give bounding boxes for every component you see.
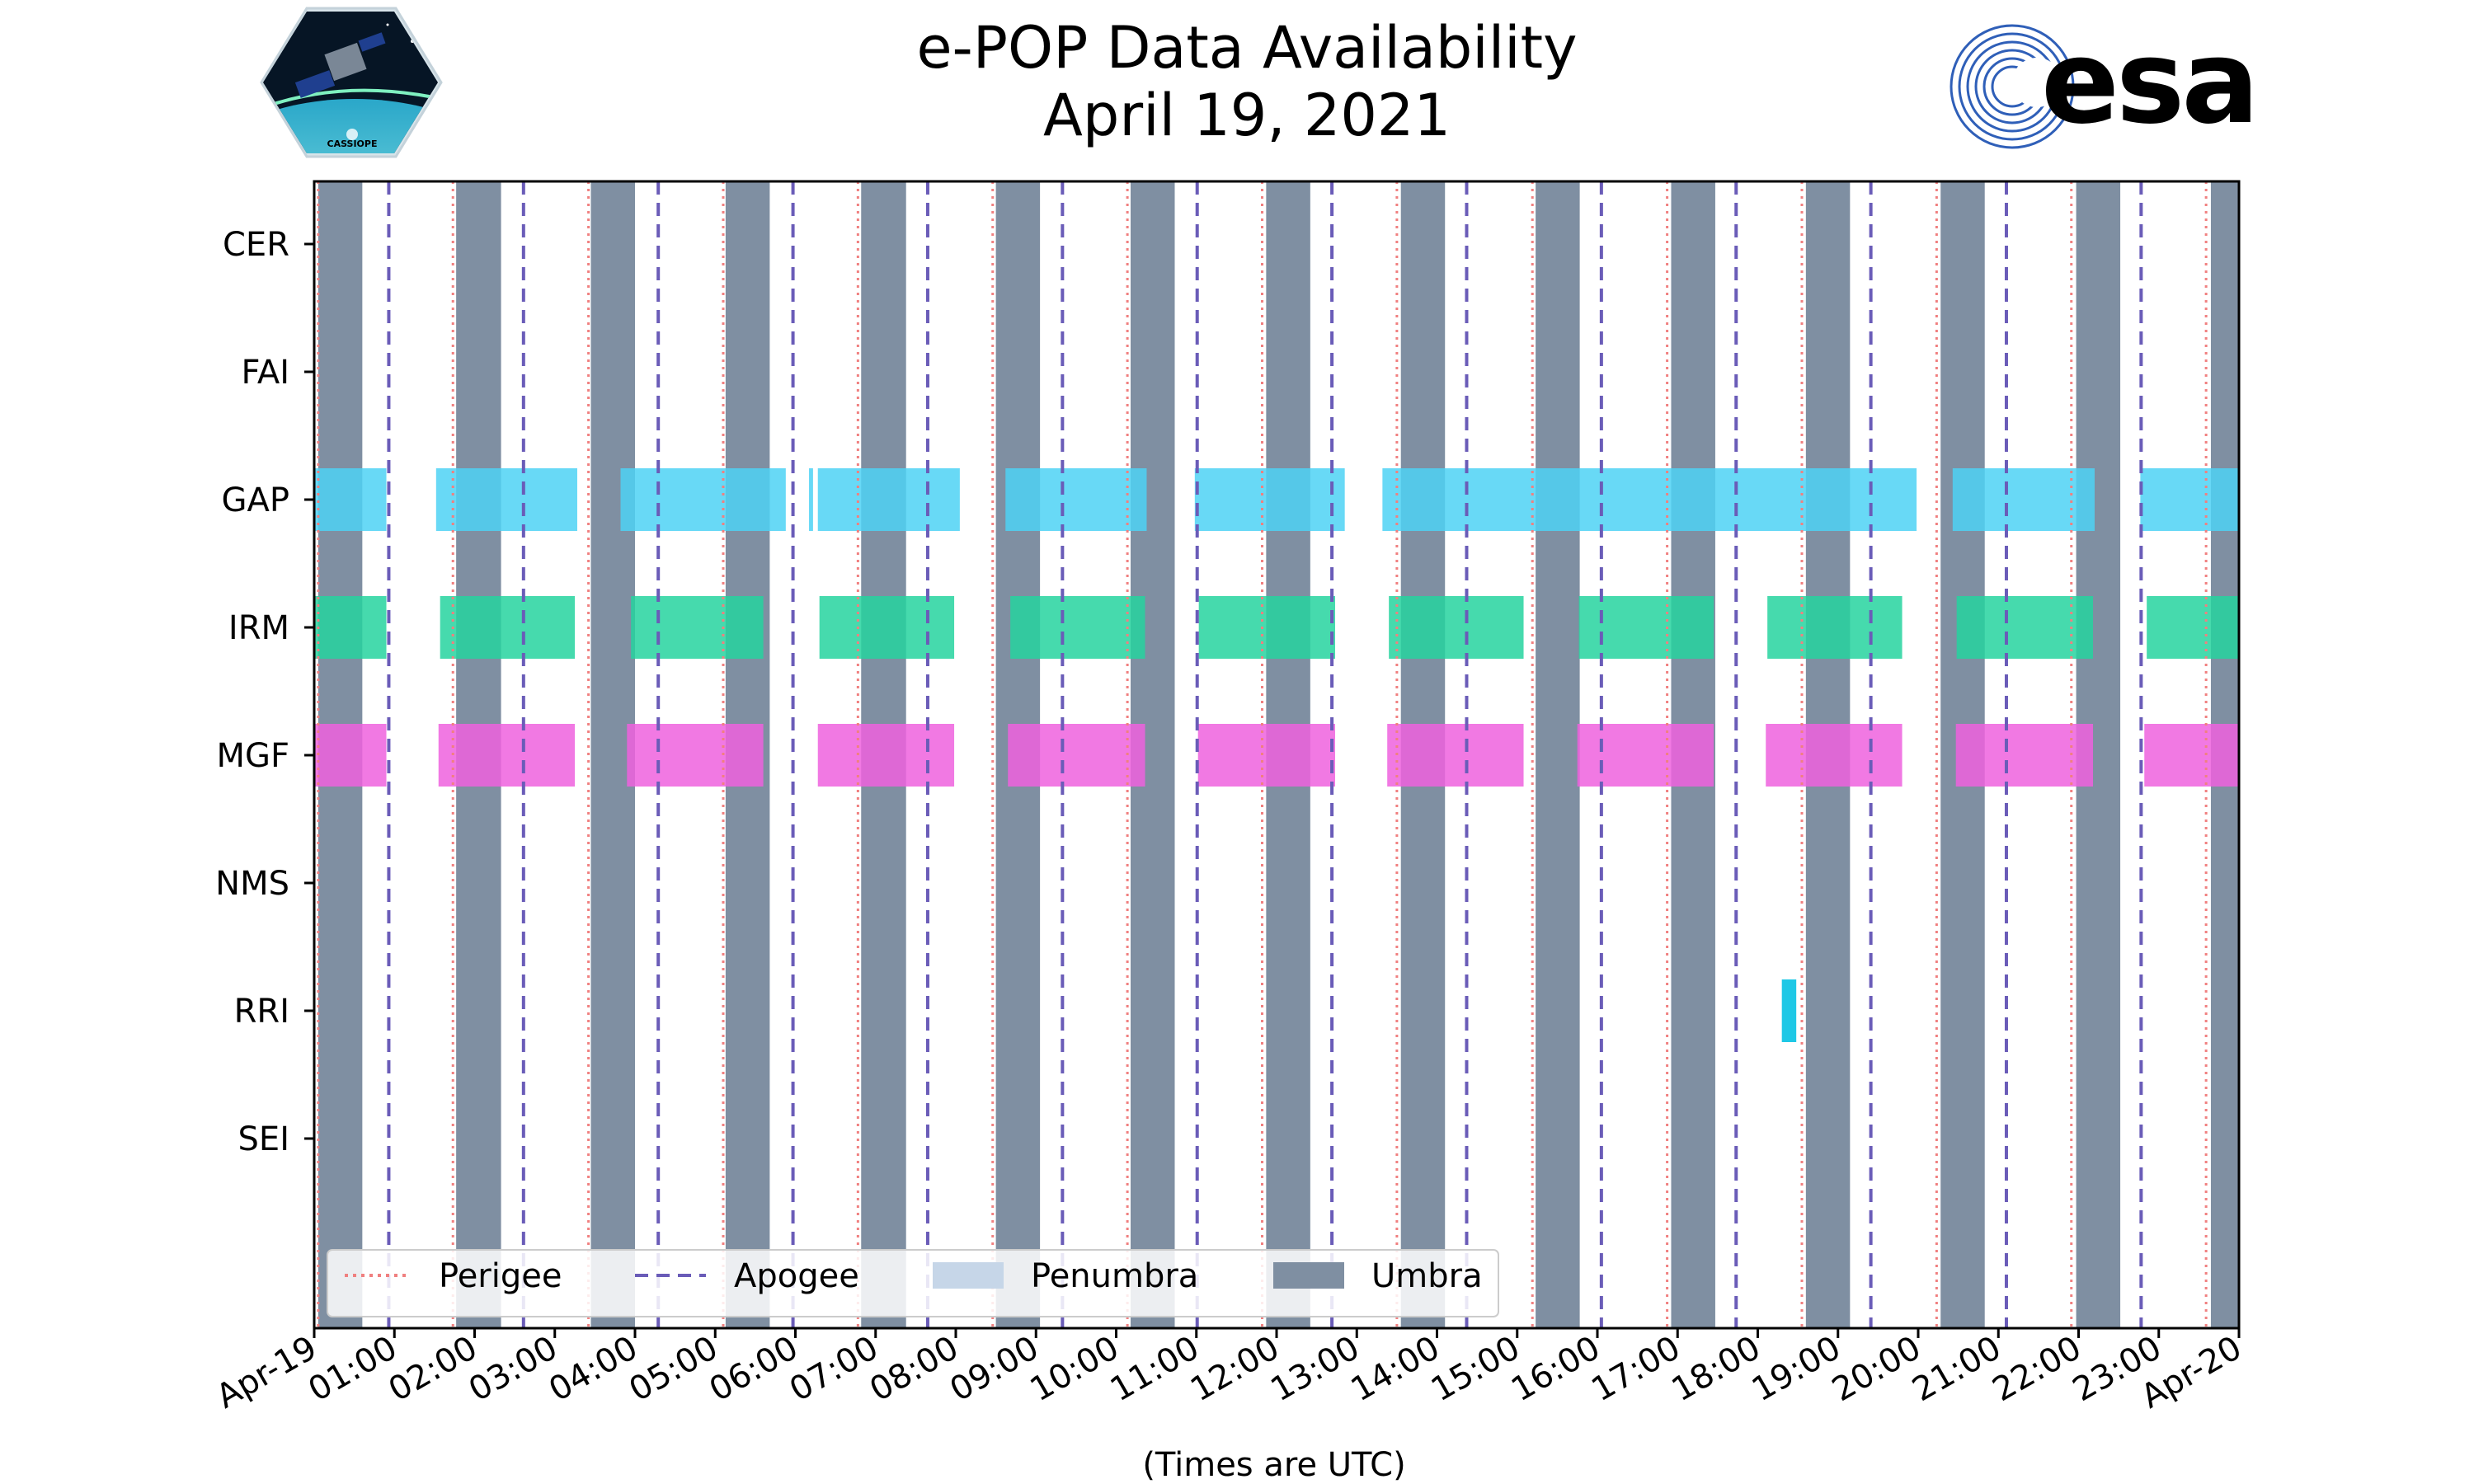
x-tick-label: 20:00	[1826, 1329, 1927, 1409]
bar-irm	[1578, 596, 1714, 659]
bar-mgf	[1387, 724, 1524, 787]
umbra-band	[1536, 181, 1580, 1328]
bar-irm	[314, 596, 387, 659]
legend-umbra-label: Umbra	[1371, 1257, 1483, 1295]
x-tick-label: 11:00	[1104, 1329, 1206, 1409]
x-tick-label: 13:00	[1264, 1329, 1366, 1409]
bar-irm	[1010, 596, 1145, 659]
x-tick-label: 19:00	[1746, 1329, 1847, 1409]
bar-irm	[1198, 596, 1335, 659]
x-tick-label: 12:00	[1184, 1329, 1286, 1409]
bar-gap	[435, 468, 577, 531]
bar-mgf	[1197, 724, 1335, 787]
y-tick-label-rri: RRI	[234, 993, 289, 1031]
bar-mgf	[1766, 724, 1903, 787]
x-tick-label: 18:00	[1666, 1329, 1767, 1409]
legend: Perigee Apogee Penumbra Umbra	[327, 1249, 1499, 1317]
x-tick-label: 14:00	[1345, 1329, 1446, 1409]
x-tick-label: 02:00	[383, 1329, 484, 1409]
bar-irm	[631, 596, 764, 659]
bar-gap	[1005, 468, 1147, 531]
legend-box	[327, 1249, 1499, 1317]
x-tick-label: 05:00	[623, 1329, 724, 1409]
x-tick-label: 08:00	[863, 1329, 965, 1409]
chart-subtitle: April 19, 2021	[1043, 82, 1451, 149]
y-tick-label-cer: CER	[223, 226, 289, 264]
bar-gap	[1194, 468, 1345, 531]
x-tick-label: 21:00	[1906, 1329, 2007, 1409]
bar-irm	[2147, 596, 2239, 659]
bar-mgf	[1577, 724, 1714, 787]
legend-penumbra-swatch	[933, 1262, 1004, 1289]
y-tick-label-nms: NMS	[215, 865, 289, 903]
legend-perigee-label: Perigee	[439, 1257, 562, 1295]
x-tick-label: Apr-19	[210, 1329, 323, 1416]
bar-rri	[1781, 979, 1797, 1042]
bar-gap	[1952, 468, 2095, 531]
y-tick-label-fai: FAI	[242, 354, 290, 392]
esa-logo-text: esa	[2041, 16, 2256, 150]
bar-gap	[809, 468, 813, 531]
legend-umbra-swatch	[1273, 1262, 1344, 1289]
x-tick-label: 16:00	[1505, 1329, 1606, 1409]
x-tick-label: 06:00	[703, 1329, 805, 1409]
bar-gap	[817, 468, 960, 531]
bar-irm	[1767, 596, 1903, 659]
x-tick-label: 10:00	[1024, 1329, 1126, 1409]
y-tick-label-sei: SEI	[238, 1120, 289, 1158]
bar-gap	[1382, 468, 1917, 531]
esa-logo: esa	[1950, 16, 2260, 150]
x-tick-label: 04:00	[543, 1329, 644, 1409]
y-tick-label-mgf: MGF	[216, 737, 289, 775]
x-tick-label: 01:00	[302, 1329, 403, 1409]
bar-gap	[314, 468, 387, 531]
chart-title: e-POP Data Availability	[916, 14, 1577, 82]
bar-irm	[819, 596, 955, 659]
legend-apogee-label: Apogee	[734, 1257, 859, 1295]
bar-irm	[440, 596, 576, 659]
bar-mgf	[1008, 724, 1145, 787]
bars-layer	[314, 468, 2239, 1042]
x-axis: Apr-1901:0002:0003:0004:0005:0006:0007:0…	[210, 1328, 2248, 1416]
satellite-icon	[294, 32, 386, 98]
bar-gap	[620, 468, 786, 531]
y-tick-label-irm: IRM	[228, 609, 289, 647]
y-tick-label-gap: GAP	[222, 481, 289, 519]
bar-gap	[2140, 468, 2239, 531]
legend-penumbra-label: Penumbra	[1031, 1257, 1198, 1295]
x-axis-label: (Times are UTC)	[1142, 1446, 1405, 1484]
bar-mgf	[314, 724, 387, 787]
y-axis: CER FAI GAP IRM MGF NMS RRI SEI	[215, 226, 314, 1158]
bar-irm	[1389, 596, 1524, 659]
x-tick-label: 22:00	[1987, 1329, 2088, 1409]
x-tick-label: 15:00	[1425, 1329, 1526, 1409]
bar-mgf	[627, 724, 764, 787]
bar-mgf	[817, 724, 955, 787]
bar-mgf	[438, 724, 576, 787]
x-tick-label: 07:00	[783, 1329, 885, 1409]
orbit-lines-layer	[317, 181, 2208, 1328]
cassiope-logo-text: CASSIOPE	[327, 139, 378, 149]
bar-mgf	[2144, 724, 2239, 787]
x-tick-label: 17:00	[1585, 1329, 1686, 1409]
x-tick-label: 03:00	[463, 1329, 564, 1409]
x-tick-label: 09:00	[943, 1329, 1045, 1409]
